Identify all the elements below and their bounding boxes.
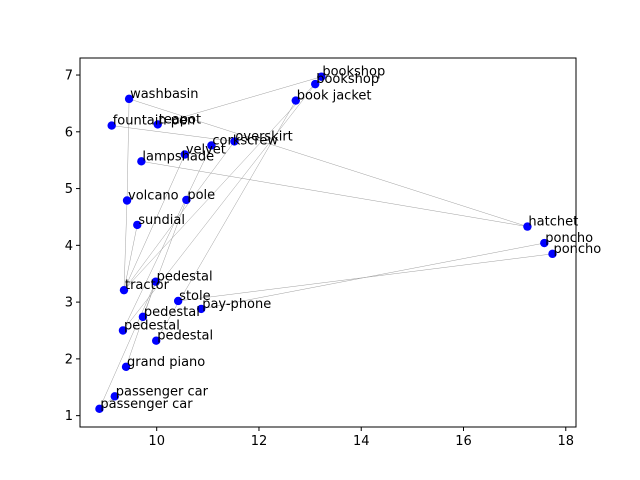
x-tick-label: 12 — [251, 434, 268, 449]
x-tick-label: 10 — [148, 434, 165, 449]
point-label: washbasin — [130, 87, 198, 102]
edge-line — [123, 76, 322, 291]
point-label: tractor — [125, 278, 170, 293]
data-point — [151, 336, 161, 345]
point-label: sundial — [138, 213, 185, 228]
plot-frame — [79, 57, 577, 428]
y-tick-label: 7 — [65, 69, 73, 84]
data-point — [110, 392, 119, 401]
edge-line — [123, 141, 235, 291]
point-label: passenger car — [100, 397, 193, 412]
data-point — [196, 304, 206, 314]
edge-line — [122, 145, 212, 331]
point-label: passenger car — [116, 384, 209, 399]
plot-background — [80, 58, 576, 427]
data-point — [107, 121, 116, 130]
point-label: volcano — [128, 188, 179, 203]
y-tick-label: 3 — [65, 296, 73, 311]
edge-line — [129, 98, 528, 227]
data-point — [311, 79, 320, 89]
data-point — [548, 249, 557, 259]
data-point — [122, 196, 132, 205]
data-point — [124, 94, 134, 104]
edge-line — [123, 154, 186, 291]
data-point — [153, 120, 162, 129]
edge-line — [123, 200, 128, 291]
data-point — [95, 404, 104, 414]
x-tick-label: 16 — [455, 434, 472, 449]
edge-line — [125, 281, 156, 367]
edge-line — [178, 253, 553, 302]
data-point — [173, 296, 183, 306]
edge-layer — [99, 76, 553, 410]
y-tick-label: 6 — [65, 125, 73, 140]
edge-line — [141, 161, 528, 227]
point-label: velvet — [186, 143, 226, 158]
point-label: overskirt — [235, 129, 292, 144]
point-label: fountain pen — [113, 114, 196, 129]
point-label: book jacket — [297, 89, 372, 104]
data-point — [121, 362, 131, 372]
point-label: poncho — [553, 242, 601, 257]
data-point — [207, 141, 216, 150]
edge-line — [122, 83, 316, 331]
point-label: pedestal — [157, 270, 213, 285]
point-label: bookshop — [316, 72, 379, 87]
y-axis: 1 2 3 4 5 6 7 — [65, 69, 80, 424]
data-point — [137, 157, 146, 166]
edge-line — [126, 98, 130, 201]
data-point — [182, 195, 191, 205]
data-point — [180, 150, 190, 159]
data-point — [540, 238, 549, 248]
point-label: pole — [187, 188, 215, 203]
y-tick-label: 1 — [65, 409, 73, 424]
data-point — [118, 326, 128, 335]
data-point — [151, 277, 160, 286]
x-tick-label: 14 — [353, 434, 370, 449]
data-point — [523, 222, 532, 231]
data-point — [119, 285, 129, 295]
x-tick-label: 18 — [557, 434, 574, 449]
point-label: hatchet — [528, 215, 578, 230]
x-axis: 10 12 14 16 18 — [148, 427, 574, 449]
point-layer — [95, 72, 557, 414]
point-label: pay-phone — [202, 297, 271, 312]
edge-line — [123, 224, 138, 291]
data-point — [230, 137, 239, 146]
edge-line — [99, 281, 156, 409]
point-label: teapot — [159, 112, 201, 127]
point-label: pedestal — [157, 329, 213, 344]
data-point — [291, 96, 300, 105]
point-label: poncho — [545, 231, 593, 246]
point-label: pedestal — [124, 318, 180, 333]
point-label: grand piano — [127, 355, 205, 370]
data-point — [133, 220, 142, 230]
point-label: stole — [179, 289, 210, 304]
y-tick-label: 4 — [65, 239, 73, 254]
y-tick-label: 5 — [65, 182, 73, 197]
data-point — [138, 312, 148, 322]
y-tick-label: 2 — [65, 352, 73, 367]
point-label: bookshop — [322, 65, 385, 80]
point-label: lampshade — [142, 149, 214, 164]
edge-line — [111, 125, 235, 142]
edge-line — [157, 76, 322, 125]
data-point — [317, 72, 326, 81]
point-label: pedestal — [144, 305, 200, 320]
edge-line — [201, 242, 545, 310]
point-label: corkscrew — [212, 133, 278, 148]
